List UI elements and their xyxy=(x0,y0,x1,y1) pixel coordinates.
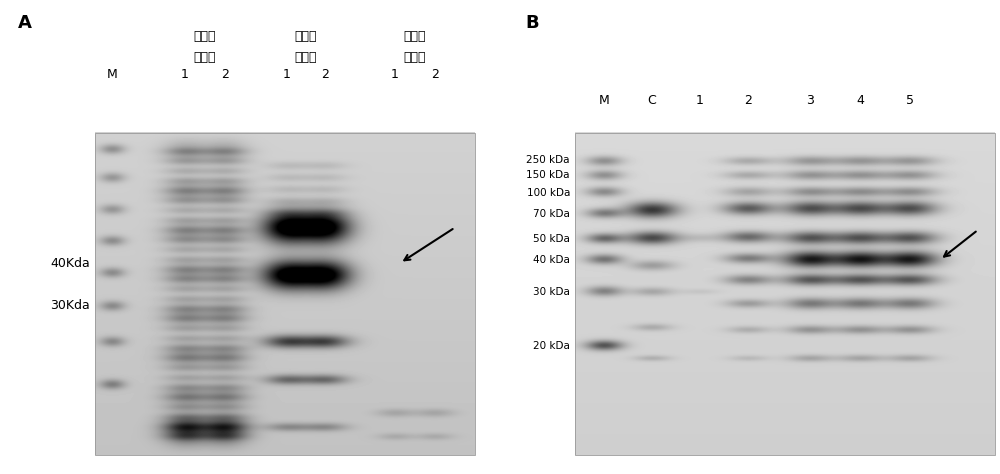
Text: M: M xyxy=(107,68,117,81)
Text: 霏空白: 霏空白 xyxy=(404,51,426,64)
Text: 4: 4 xyxy=(856,94,864,107)
Text: 100 kDa: 100 kDa xyxy=(527,188,570,199)
Text: 霏菌种: 霏菌种 xyxy=(295,51,317,64)
Text: 20 kDa: 20 kDa xyxy=(533,341,570,351)
Text: 30 kDa: 30 kDa xyxy=(533,286,570,297)
Text: 本黑曲: 本黑曲 xyxy=(404,30,426,43)
Text: 本黑曲: 本黑曲 xyxy=(295,30,317,43)
Bar xyxy=(575,133,995,455)
Bar xyxy=(95,133,475,455)
Text: 2: 2 xyxy=(744,94,752,107)
Text: 30Kda: 30Kda xyxy=(50,299,90,312)
Text: 1: 1 xyxy=(391,68,399,81)
Text: C: C xyxy=(648,94,656,107)
Text: 3: 3 xyxy=(806,94,814,107)
Text: 1: 1 xyxy=(283,68,291,81)
Text: 250 kDa: 250 kDa xyxy=(526,155,570,165)
Text: 1: 1 xyxy=(181,68,189,81)
Text: 2: 2 xyxy=(321,68,329,81)
Text: 1: 1 xyxy=(696,94,704,107)
Text: 2: 2 xyxy=(221,68,229,81)
Text: 2: 2 xyxy=(431,68,439,81)
Text: 菌表达: 菌表达 xyxy=(194,51,216,64)
Text: 5: 5 xyxy=(906,94,914,107)
Text: A: A xyxy=(18,14,32,32)
Text: 50 kDa: 50 kDa xyxy=(533,234,570,245)
Text: M: M xyxy=(599,94,609,107)
Text: 40Kda: 40Kda xyxy=(50,256,90,270)
Text: 70 kDa: 70 kDa xyxy=(533,209,570,219)
Text: 大肠杆: 大肠杆 xyxy=(194,30,216,43)
Text: B: B xyxy=(525,14,539,32)
Text: 40 kDa: 40 kDa xyxy=(533,255,570,265)
Text: 150 kDa: 150 kDa xyxy=(526,170,570,181)
